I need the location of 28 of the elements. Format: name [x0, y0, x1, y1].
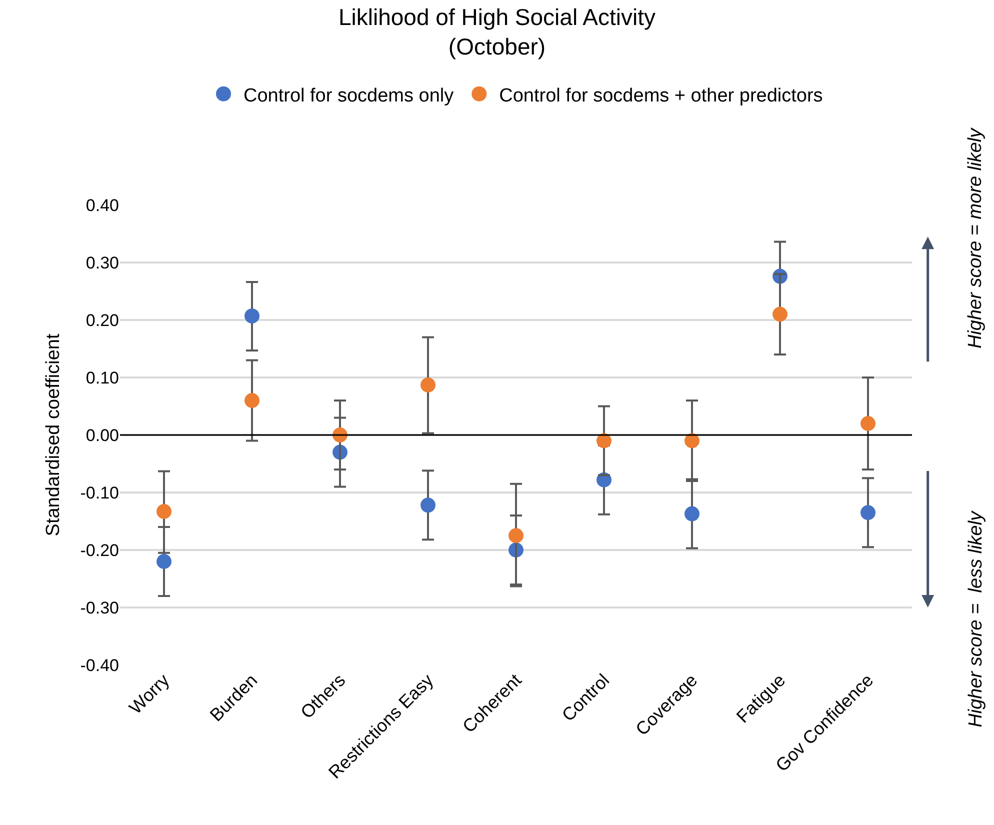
point: [860, 416, 876, 431]
y-tick-label: 0.20: [86, 310, 119, 330]
y-tick-label: 0.40: [86, 196, 119, 215]
point: [772, 306, 788, 322]
point: [508, 528, 524, 544]
point: [156, 554, 172, 569]
y-tick-label: 0.00: [86, 426, 119, 445]
text: Higher score = more likely: [965, 126, 986, 349]
point: [860, 505, 876, 520]
y-tick-label: -0.30: [80, 598, 119, 618]
point: [596, 433, 612, 448]
point: [420, 498, 436, 513]
text: Higher score = less likely: [965, 510, 986, 728]
point: [244, 393, 260, 408]
y-tick-label: -0.20: [80, 540, 119, 560]
y-tick-label: -0.40: [80, 656, 119, 675]
point: [156, 504, 172, 519]
chart-title: Liklihood of High Social Activity (October): [338, 4, 656, 60]
y-tick-label: 0.10: [86, 368, 119, 388]
point: [684, 506, 700, 522]
y-tick-label: 0.30: [86, 253, 119, 272]
y-axis-title: Standardised coefficient: [43, 333, 64, 536]
point: [244, 308, 260, 324]
legend-label: Control for socdems + other predictors: [499, 85, 823, 106]
legend-label: Control for socdems only: [244, 85, 454, 106]
point: [684, 433, 700, 448]
y-tick-label: -0.10: [80, 483, 119, 502]
point: [420, 377, 436, 392]
